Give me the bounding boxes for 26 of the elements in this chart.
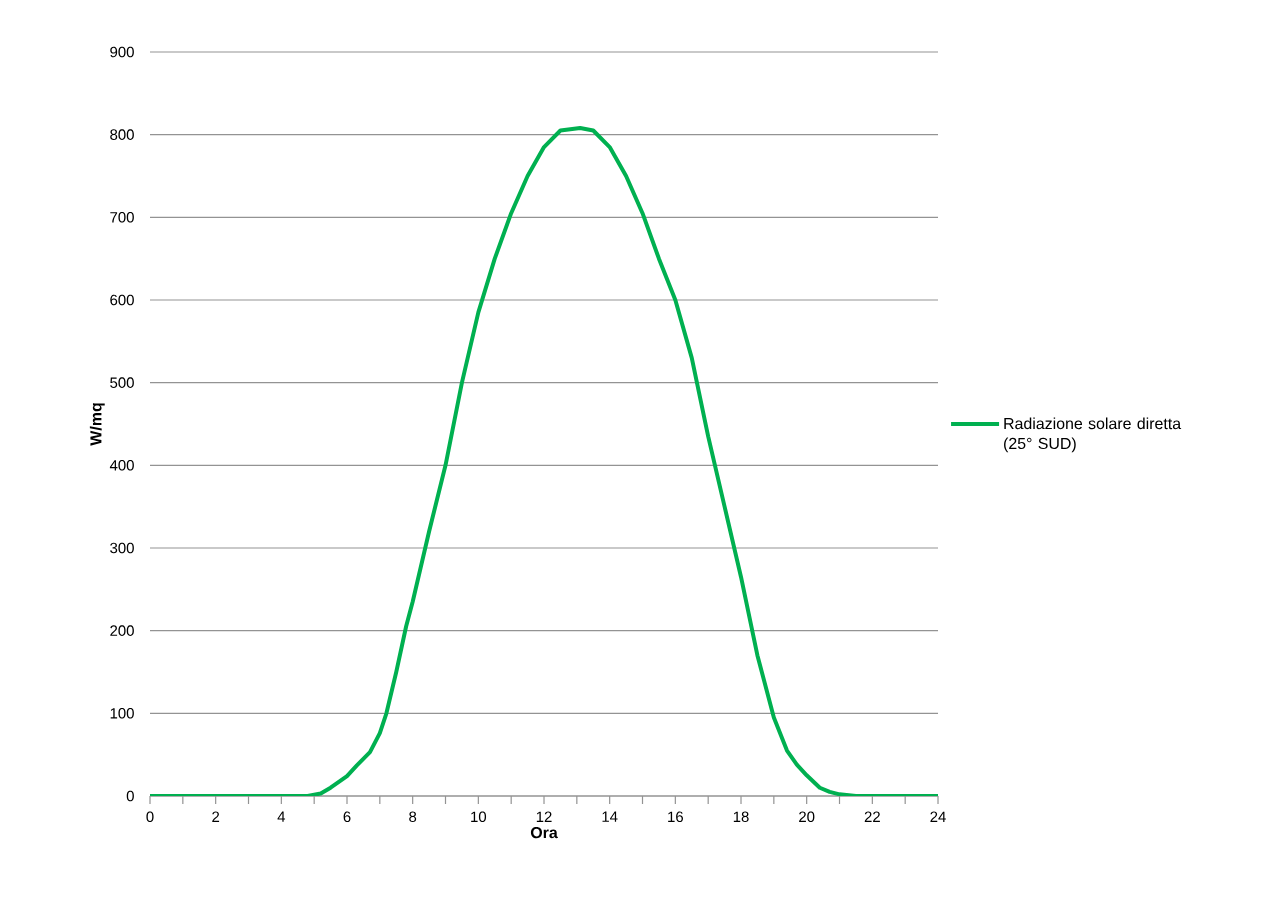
x-tick-label: 16 — [668, 811, 683, 823]
y-tick-label: 800 — [110, 129, 134, 140]
x-axis-title: Ora — [530, 826, 558, 839]
x-tick-label: 14 — [602, 811, 618, 822]
y-tick-label: 700 — [110, 212, 134, 223]
x-tick-label: 24 — [930, 811, 946, 822]
y-tick-label: 600 — [110, 294, 134, 306]
y-axis-title: W/mq — [89, 403, 105, 446]
x-tick-label: 6 — [343, 811, 351, 823]
legend-label: Radiazione solare diretta (25° SUD) — [1004, 417, 1182, 453]
y-tick-label: 0 — [126, 790, 134, 802]
y-tick-label: 500 — [110, 377, 134, 388]
x-tick-label: 18 — [733, 811, 749, 823]
x-tick-label: 20 — [799, 811, 815, 823]
x-tick-label: 8 — [409, 811, 417, 823]
y-tick-label: 200 — [110, 625, 134, 636]
x-tick-label: 2 — [212, 811, 220, 822]
x-tick-label: 4 — [277, 811, 286, 822]
x-tick-label: 0 — [146, 811, 154, 823]
y-tick-label: 100 — [110, 708, 134, 719]
y-tick-label: 400 — [109, 460, 134, 471]
x-tick-label: 22 — [864, 811, 880, 822]
x-tick-label: 12 — [536, 811, 552, 822]
x-tick-label: 10 — [471, 811, 487, 823]
y-tick-label: 900 — [110, 46, 134, 58]
y-tick-label: 300 — [110, 542, 134, 554]
